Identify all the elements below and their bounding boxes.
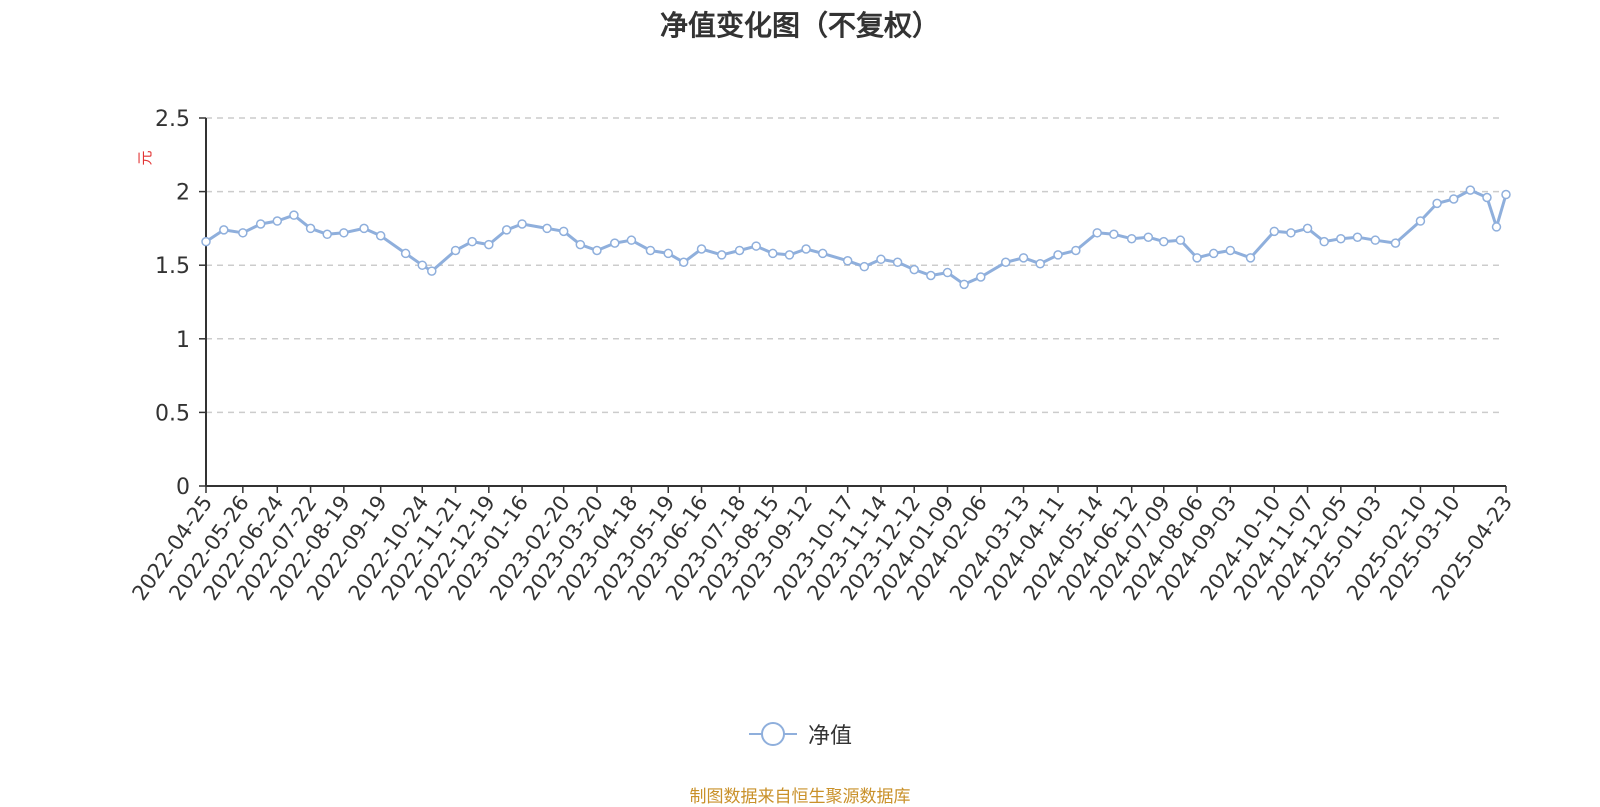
- legend-label: 净值: [807, 724, 852, 749]
- y-tick-label: 1: [176, 328, 190, 353]
- data-point: [645, 245, 656, 256]
- data-point: [876, 254, 886, 265]
- data-point: [1482, 192, 1492, 203]
- data-point: [751, 241, 761, 251]
- y-axis-label: 元: [136, 150, 154, 165]
- data-point: [1415, 216, 1426, 226]
- data-point: [1225, 245, 1236, 256]
- data-point: [305, 223, 316, 234]
- data-point: [1491, 222, 1502, 232]
- data-point: [1175, 235, 1186, 245]
- data-point: [1390, 238, 1401, 248]
- data-point: [201, 236, 211, 247]
- data-point: [1465, 185, 1476, 195]
- data-point: [817, 248, 828, 259]
- data-point: [1448, 194, 1459, 204]
- chart-title: 净值变化图（不复权）: [659, 9, 940, 42]
- data-point: [1336, 233, 1346, 244]
- data-point: [1053, 250, 1063, 260]
- data-point: [558, 226, 569, 237]
- data-point: [467, 236, 477, 247]
- data-point: [942, 267, 953, 278]
- data-point: [678, 257, 689, 268]
- data-point: [1286, 228, 1296, 238]
- data-point: [663, 248, 673, 259]
- data-point: [1269, 226, 1280, 237]
- data-point: [842, 256, 853, 266]
- y-tick-labels: 0 0.5 1 1.5 2 2.5: [155, 107, 190, 500]
- axes: [199, 117, 1507, 493]
- y-tick-label: 0.5: [155, 401, 190, 426]
- data-point: [339, 228, 349, 238]
- y-tick-label: 1.5: [155, 254, 190, 279]
- y-tick-label: 0: [176, 475, 190, 500]
- data-point: [238, 228, 248, 238]
- data-point: [375, 231, 386, 241]
- data-point: [1000, 257, 1011, 268]
- data-point: [417, 260, 428, 270]
- data-point: [959, 279, 969, 290]
- data-point: [219, 225, 229, 235]
- data-point: [892, 257, 903, 268]
- data-point: [1192, 253, 1202, 263]
- data-point: [322, 229, 332, 240]
- data-point: [517, 219, 527, 229]
- data-point: [734, 245, 745, 256]
- data-point: [859, 261, 870, 272]
- data-point: [1092, 228, 1102, 238]
- data-point: [801, 244, 811, 254]
- legend-marker-icon: [748, 722, 797, 746]
- data-point: [575, 239, 586, 250]
- data-point: [289, 210, 299, 220]
- data-point: [696, 244, 707, 254]
- data-point: [1245, 253, 1256, 263]
- gridlines: [206, 117, 1500, 414]
- series-net-value: [201, 185, 1511, 290]
- data-point: [1432, 198, 1442, 209]
- data-point: [1208, 248, 1219, 259]
- series-line: [204, 188, 1508, 286]
- data-point: [1302, 223, 1313, 234]
- data-point: [1018, 253, 1029, 263]
- data-point: [1319, 236, 1329, 247]
- y-tick-label: 2: [176, 181, 190, 206]
- data-point: [1126, 233, 1137, 244]
- data-point: [427, 266, 437, 276]
- data-point: [1035, 258, 1045, 269]
- data-point: [1370, 235, 1381, 245]
- data-point: [450, 245, 461, 256]
- legend[interactable]: 净值: [0, 718, 1600, 750]
- data-point: [1109, 229, 1119, 240]
- y-tick-label: 2.5: [155, 107, 190, 132]
- data-point: [272, 216, 283, 226]
- data-point: [716, 250, 727, 260]
- data-point: [610, 238, 620, 248]
- data-point: [768, 248, 778, 259]
- data-point: [784, 250, 795, 260]
- data-point: [400, 248, 411, 259]
- data-point: [501, 225, 512, 235]
- data-point: [484, 239, 494, 250]
- source-note: 制图数据来自恒生聚源数据库: [689, 787, 911, 807]
- data-point: [592, 245, 602, 256]
- data-point: [926, 270, 936, 281]
- data-point: [909, 264, 919, 275]
- data-point: [542, 223, 552, 234]
- data-point: [1143, 232, 1154, 242]
- data-point: [1071, 245, 1081, 256]
- data-point: [1352, 232, 1363, 242]
- data-point: [255, 219, 266, 229]
- data-point: [1501, 189, 1511, 200]
- data-point: [626, 235, 637, 245]
- data-point: [976, 272, 986, 282]
- data-point: [359, 223, 369, 234]
- data-point: [1159, 236, 1169, 247]
- x-tick-labels: 2022-04-252022-05-262022-06-242022-07-22…: [127, 491, 1517, 605]
